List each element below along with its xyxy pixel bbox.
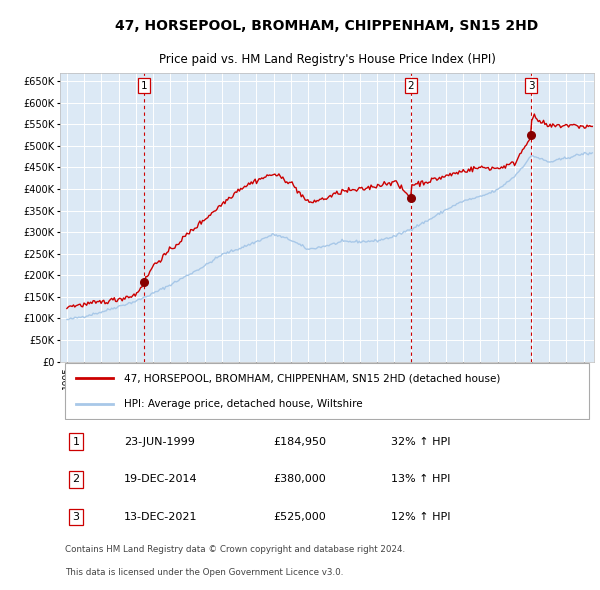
- Text: 13-DEC-2021: 13-DEC-2021: [124, 512, 197, 522]
- Text: 3: 3: [528, 81, 535, 90]
- Text: £525,000: £525,000: [274, 512, 326, 522]
- FancyBboxPatch shape: [65, 363, 589, 419]
- Text: £184,950: £184,950: [274, 437, 326, 447]
- Text: 1: 1: [140, 81, 147, 90]
- Text: 23-JUN-1999: 23-JUN-1999: [124, 437, 195, 447]
- Text: 1: 1: [73, 437, 80, 447]
- Text: 2: 2: [73, 474, 80, 484]
- Text: £380,000: £380,000: [274, 474, 326, 484]
- Text: 3: 3: [73, 512, 80, 522]
- Text: 13% ↑ HPI: 13% ↑ HPI: [391, 474, 451, 484]
- Text: Contains HM Land Registry data © Crown copyright and database right 2024.: Contains HM Land Registry data © Crown c…: [65, 545, 406, 554]
- Text: 47, HORSEPOOL, BROMHAM, CHIPPENHAM, SN15 2HD (detached house): 47, HORSEPOOL, BROMHAM, CHIPPENHAM, SN15…: [124, 373, 500, 383]
- Text: Price paid vs. HM Land Registry's House Price Index (HPI): Price paid vs. HM Land Registry's House …: [158, 53, 496, 65]
- Text: This data is licensed under the Open Government Licence v3.0.: This data is licensed under the Open Gov…: [65, 568, 344, 577]
- Text: 12% ↑ HPI: 12% ↑ HPI: [391, 512, 451, 522]
- Text: 32% ↑ HPI: 32% ↑ HPI: [391, 437, 451, 447]
- Text: 47, HORSEPOOL, BROMHAM, CHIPPENHAM, SN15 2HD: 47, HORSEPOOL, BROMHAM, CHIPPENHAM, SN15…: [115, 19, 539, 33]
- Text: 19-DEC-2014: 19-DEC-2014: [124, 474, 198, 484]
- Text: HPI: Average price, detached house, Wiltshire: HPI: Average price, detached house, Wilt…: [124, 399, 363, 409]
- Text: 2: 2: [407, 81, 414, 90]
